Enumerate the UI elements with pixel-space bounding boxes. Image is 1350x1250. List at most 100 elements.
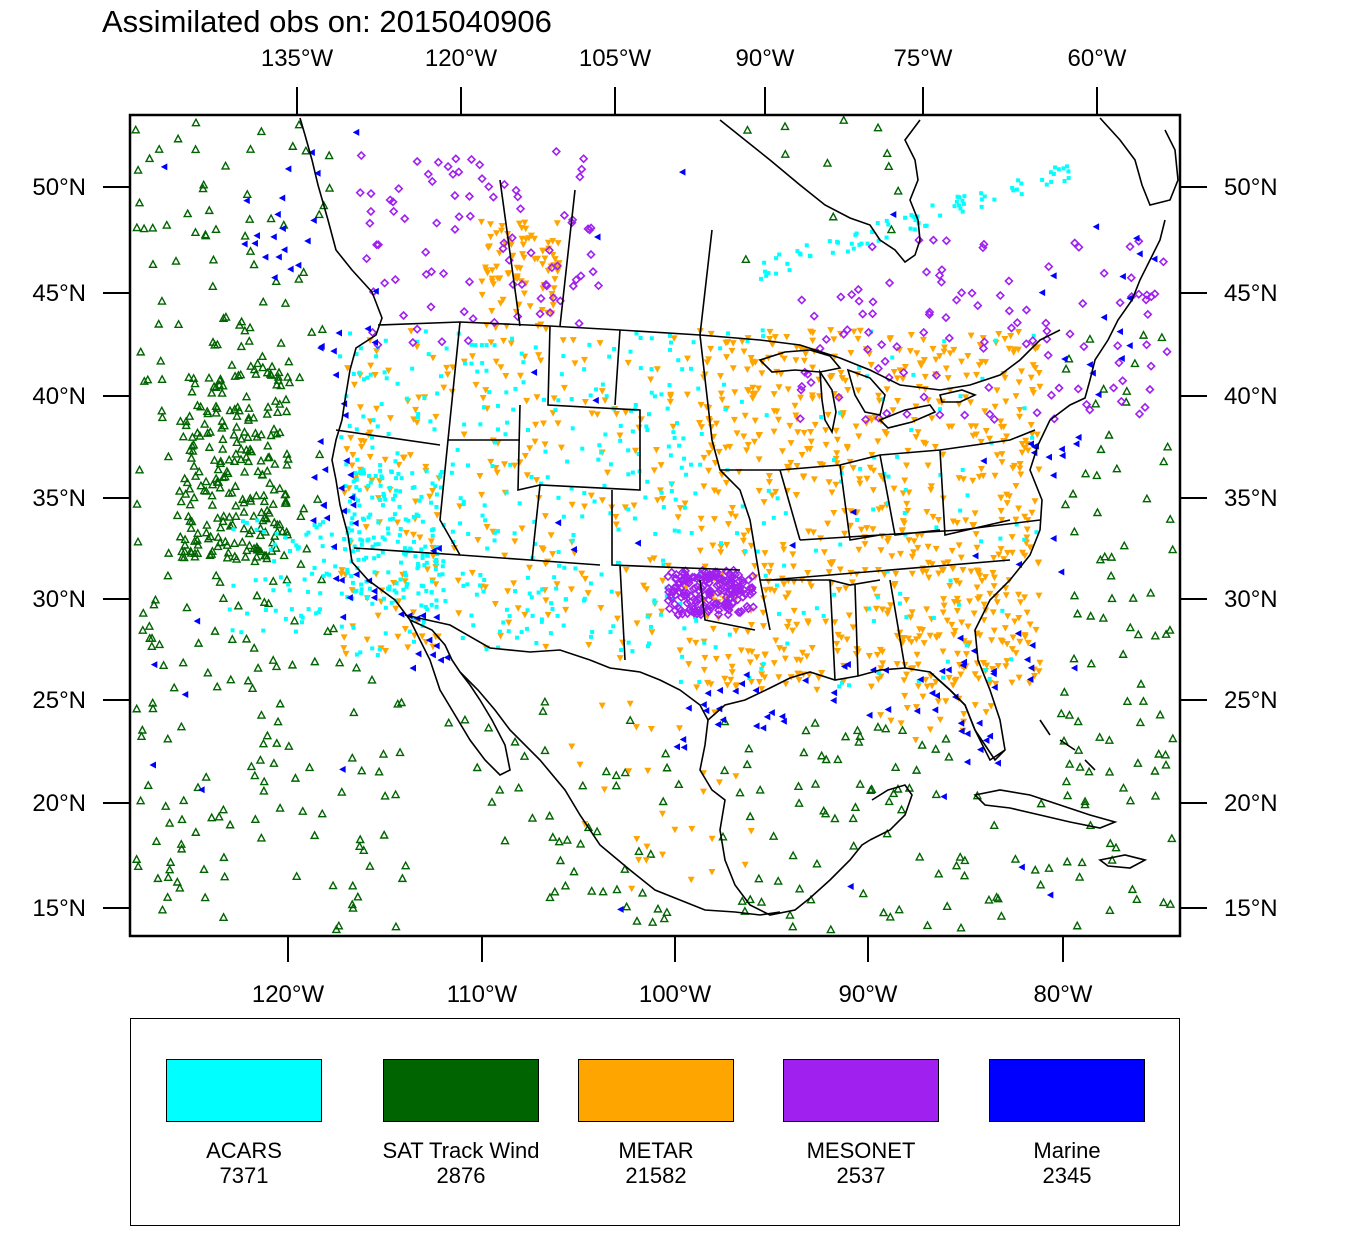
obs-marker <box>252 590 262 600</box>
obs-marker <box>1042 326 1052 336</box>
obs-marker <box>744 387 752 395</box>
obs-marker <box>806 579 814 586</box>
obs-marker <box>997 494 1005 502</box>
obs-marker <box>923 683 931 691</box>
obs-marker <box>477 174 487 184</box>
obs-marker <box>824 411 832 419</box>
bottom-longitude-labels: 120°W 110°W 100°W 90°W 80°W <box>252 981 1093 1008</box>
obs-marker <box>743 671 750 679</box>
obs-marker <box>761 562 769 570</box>
obs-marker <box>233 600 244 610</box>
obs-marker <box>547 532 555 539</box>
obs-marker <box>359 582 364 587</box>
obs-marker <box>657 462 665 469</box>
obs-marker <box>424 588 429 593</box>
obs-marker <box>683 355 691 363</box>
obs-marker <box>244 520 249 525</box>
obs-marker <box>1031 333 1036 338</box>
obs-marker <box>582 596 587 601</box>
obs-marker <box>432 218 442 228</box>
obs-marker <box>175 882 185 892</box>
obs-marker <box>296 545 301 550</box>
obs-marker <box>940 793 947 801</box>
obs-marker <box>223 547 234 557</box>
obs-marker <box>495 784 505 794</box>
obs-marker <box>656 487 664 494</box>
obs-marker <box>626 700 634 708</box>
obs-marker <box>489 317 499 328</box>
obs-marker <box>266 430 276 440</box>
obs-marker <box>236 444 246 453</box>
obs-marker <box>258 738 269 748</box>
obs-marker <box>1165 514 1175 523</box>
obs-marker <box>1018 449 1026 457</box>
obs-marker <box>588 393 593 398</box>
obs-marker <box>233 402 243 411</box>
obs-marker <box>687 876 695 884</box>
obs-marker <box>372 287 379 295</box>
obs-marker <box>568 281 578 291</box>
obs-marker <box>328 880 338 890</box>
obs-marker <box>391 921 401 931</box>
obs-marker <box>541 279 551 290</box>
obs-marker <box>581 575 589 583</box>
obs-marker <box>850 802 861 811</box>
obs-marker <box>789 551 797 558</box>
obs-marker <box>202 520 212 529</box>
obs-marker <box>989 569 997 577</box>
obs-marker <box>736 606 747 617</box>
obs-marker <box>1098 613 1109 622</box>
obs-marker <box>919 327 929 338</box>
obs-marker <box>854 387 862 394</box>
obs-marker <box>976 719 983 727</box>
obs-marker <box>588 581 593 586</box>
obs-marker <box>512 531 517 536</box>
obs-marker <box>536 590 541 595</box>
obs-marker <box>342 411 349 419</box>
obs-marker <box>247 683 258 693</box>
obs-marker <box>1086 361 1093 369</box>
obs-marker <box>807 253 812 258</box>
obs-marker <box>138 608 148 617</box>
obs-marker <box>728 347 736 355</box>
obs-marker <box>773 876 783 885</box>
obs-marker <box>274 367 284 377</box>
obs-marker <box>847 350 855 357</box>
obs-marker <box>759 609 767 617</box>
obs-marker <box>540 696 550 706</box>
obs-marker <box>158 660 169 670</box>
obs-marker <box>483 518 488 523</box>
obs-marker <box>1008 534 1016 541</box>
obs-marker <box>739 585 749 595</box>
obs-marker <box>843 636 851 644</box>
obs-marker <box>435 544 442 552</box>
obs-marker <box>934 868 944 878</box>
obs-marker <box>715 779 723 786</box>
obs-marker <box>240 552 251 561</box>
obs-marker <box>262 465 272 475</box>
obs-marker <box>1150 790 1161 800</box>
obs-marker <box>774 271 779 276</box>
obs-marker <box>747 542 755 550</box>
obs-marker <box>415 394 423 401</box>
obs-marker <box>1030 443 1038 451</box>
obs-marker <box>520 290 528 297</box>
obs-marker <box>1003 641 1011 648</box>
obs-marker <box>163 872 173 882</box>
obs-marker <box>649 367 654 372</box>
obs-marker <box>355 498 360 503</box>
obs-marker <box>193 540 203 549</box>
obs-marker <box>648 629 656 636</box>
obs-marker <box>555 855 566 865</box>
obs-marker <box>534 641 539 646</box>
obs-marker <box>935 570 943 578</box>
obs-marker <box>246 525 256 534</box>
obs-marker <box>211 570 221 580</box>
obs-marker <box>513 782 524 792</box>
obs-marker <box>614 591 622 598</box>
obs-marker <box>151 836 162 846</box>
obs-marker <box>780 546 788 554</box>
obs-marker <box>1002 592 1010 599</box>
obs-marker <box>209 381 219 391</box>
obs-marker <box>958 508 963 513</box>
